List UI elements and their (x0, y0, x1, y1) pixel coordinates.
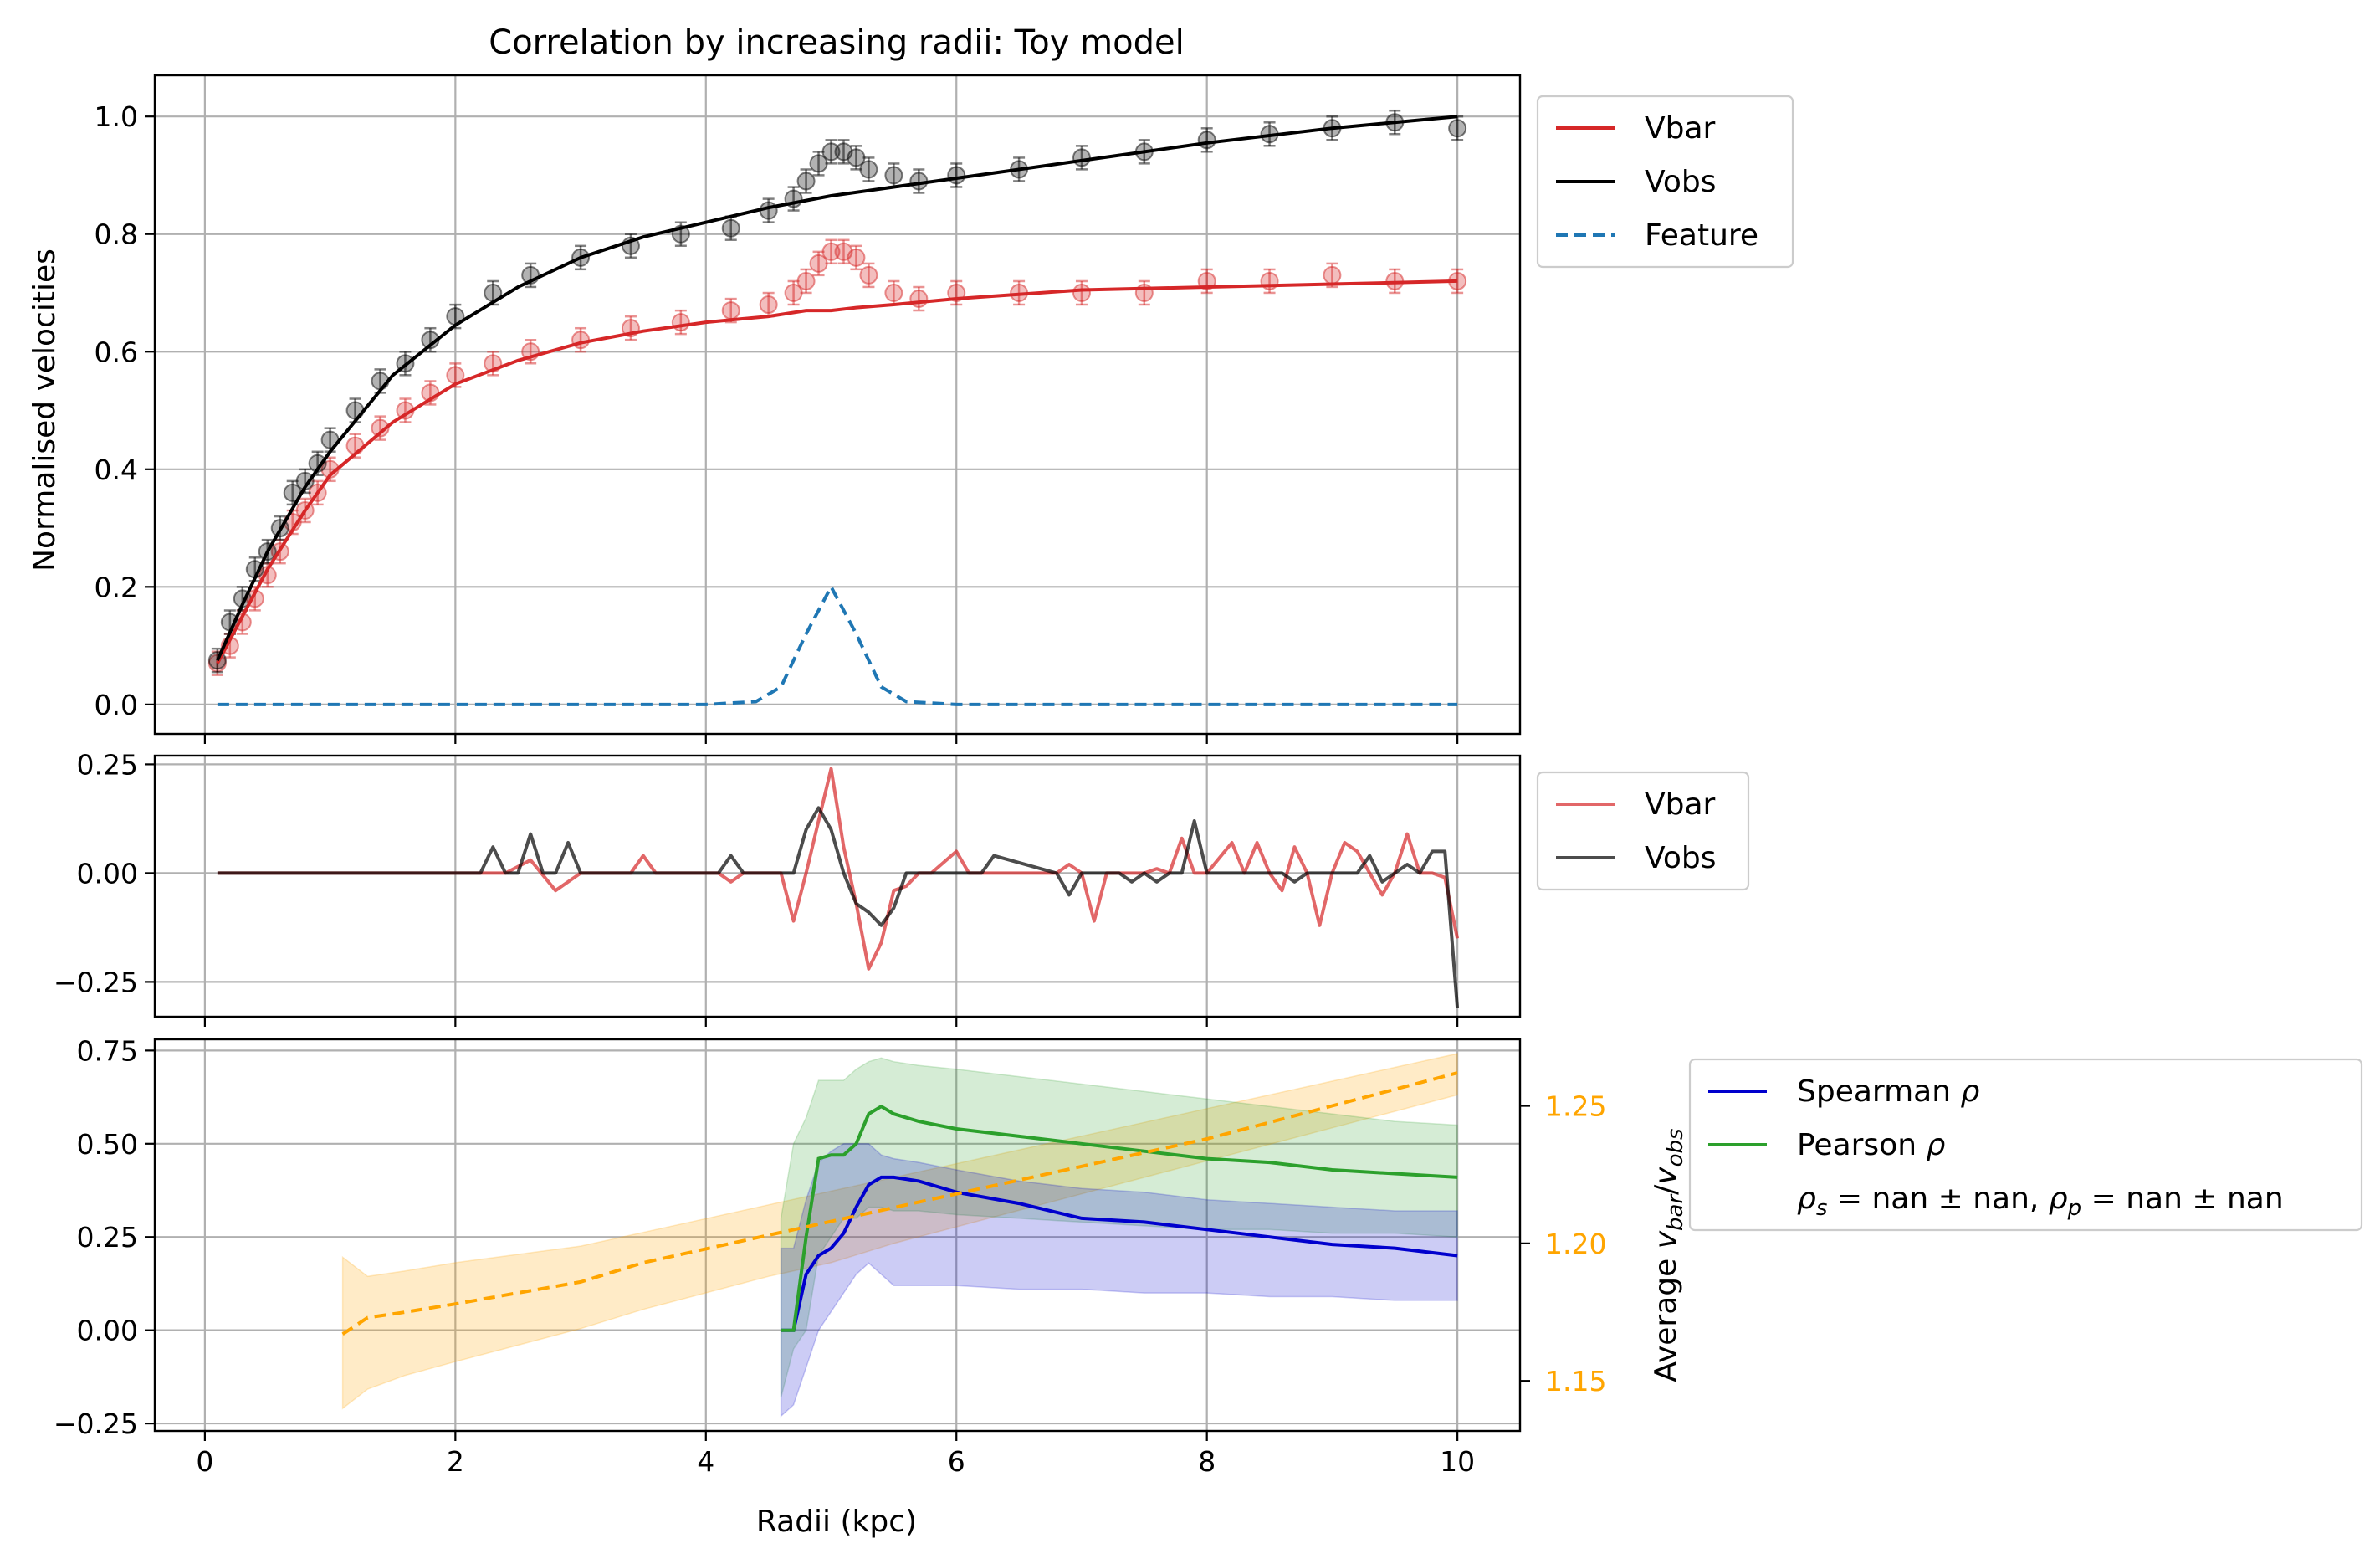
x-tick-label: 6 (948, 1445, 965, 1478)
legend-label: Spearman ρ (1797, 1074, 1979, 1109)
x-tick-label: 0 (196, 1445, 213, 1478)
data-point (721, 301, 740, 320)
legend-box (1688, 1058, 2363, 1232)
velocity-legend: Vbar Vobs Feature (1536, 95, 1794, 269)
confidence-band (341, 1053, 1458, 1410)
data-point (796, 271, 816, 290)
data-point (821, 142, 841, 162)
chart-title: Correlation by increasing radii: Toy mod… (489, 23, 1184, 62)
data-point (721, 218, 740, 238)
y-tick-label: 0.4 (95, 454, 138, 486)
legend-label: Vobs (1645, 841, 1716, 875)
residual-legend: Vbar Vobs (1536, 771, 1750, 891)
data-point (821, 242, 841, 261)
data-point (1072, 148, 1091, 167)
legend-label: Feature (1645, 218, 1758, 253)
y2-tick-label: 1.15 (1545, 1365, 1606, 1397)
data-point (1072, 283, 1091, 302)
data-point (759, 295, 778, 315)
series-line (217, 583, 1458, 706)
x-tick-label: 8 (1198, 1445, 1216, 1478)
data-point (884, 283, 903, 302)
data-point (859, 265, 878, 285)
x-axis-label: Radii (kpc) (756, 1505, 917, 1539)
data-point (345, 436, 365, 455)
correlation-panel: 0 2 4 6 8 10 −0.25 0.00 0.25 0.50 0.75 1.15 1.20 1.25… (54, 1034, 2363, 1539)
velocity-panel: Correlation by increasing radii: Toy mod… (28, 23, 1794, 744)
series-line (217, 806, 1460, 1008)
confidence-band (780, 1143, 1458, 1418)
y-tick-label: 0.6 (95, 336, 138, 368)
data-point (884, 166, 903, 185)
legend-label: Vobs (1645, 165, 1716, 199)
correlation-legend: Spearman ρ Pearson ρ ρs = nan ± nan, ρp = … (1688, 1058, 2363, 1232)
y-tick-label: 1.0 (95, 100, 138, 133)
legend-box (1536, 771, 1750, 891)
y-tick-label: 0.00 (77, 857, 138, 890)
y-axis-label: Normalised velocities (28, 249, 62, 572)
residual-panel: −0.25 0.00 0.25 Vbar Vobs (54, 748, 1750, 1027)
y-tick-label: 0.0 (95, 689, 138, 721)
y-tick-label: 0.2 (95, 571, 138, 603)
legend-box (1536, 95, 1794, 269)
series-line (341, 1071, 1458, 1336)
series-line (217, 767, 1460, 971)
plot-frame (153, 74, 1522, 736)
data-point (796, 172, 816, 191)
x-tick-label: 2 (447, 1445, 464, 1478)
y-tick-label: 0.75 (77, 1034, 138, 1067)
series-line (781, 1175, 1458, 1332)
plot-frame (153, 754, 1522, 1018)
series-line (781, 1104, 1458, 1332)
y-tick-label: 0.8 (95, 218, 138, 251)
x-tick-label: 10 (1440, 1445, 1475, 1478)
series-line (216, 115, 1458, 662)
legend-label: Vbar (1645, 111, 1716, 146)
y-tick-label: 0.00 (77, 1315, 138, 1347)
y-tick-label: −0.25 (54, 966, 138, 998)
data-point (909, 290, 929, 309)
series-line (216, 279, 1458, 664)
y-tick-label: −0.25 (54, 1408, 138, 1440)
y2-axis-label: Average vbar/vobs (1649, 1128, 1688, 1382)
y2-tick-label: 1.20 (1545, 1228, 1606, 1260)
legend-label: Pearson ρ (1797, 1128, 1945, 1162)
plot-frame (153, 1038, 1522, 1433)
data-point (859, 160, 878, 179)
y-tick-label: 0.25 (77, 748, 138, 781)
legend-label: ρs = nan ± nan, ρp = nan ± nan (1797, 1182, 2284, 1221)
data-point (1323, 265, 1342, 285)
y2-tick-label: 1.25 (1545, 1090, 1606, 1123)
data-point (371, 418, 390, 438)
data-point (1197, 131, 1216, 150)
legend-label: Vbar (1645, 787, 1716, 822)
data-point (847, 248, 866, 267)
x-tick-label: 4 (697, 1445, 714, 1478)
y-tick-label: 0.50 (77, 1128, 138, 1161)
data-point (1448, 119, 1467, 138)
y-tick-label: 0.25 (77, 1221, 138, 1254)
data-point (947, 166, 966, 185)
